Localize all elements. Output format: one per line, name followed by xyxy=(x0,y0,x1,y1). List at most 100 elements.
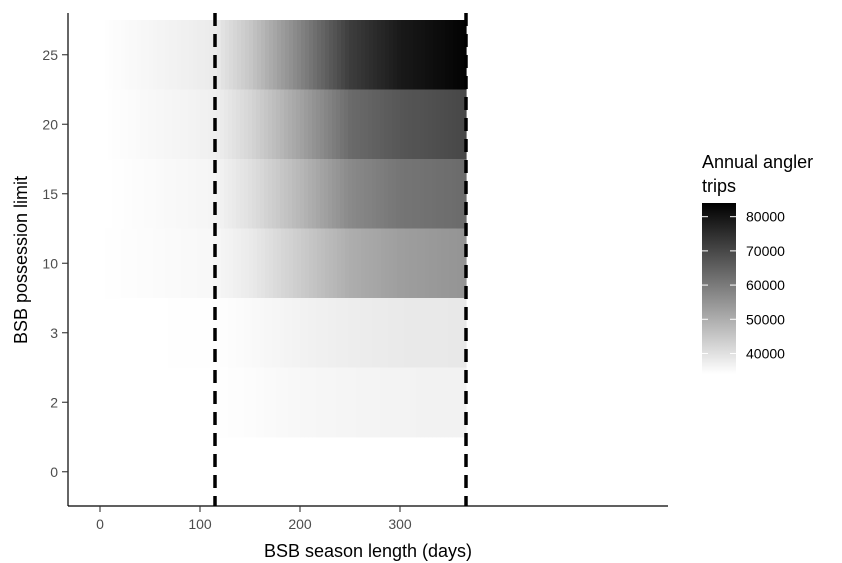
heatmap-tile xyxy=(384,89,389,160)
heatmap-tile xyxy=(268,367,273,438)
heatmap-tile xyxy=(361,20,366,90)
heatmap-tile xyxy=(352,367,357,438)
heatmap-tile xyxy=(461,20,466,90)
heatmap-tile xyxy=(237,20,242,90)
heatmap-tile xyxy=(284,89,289,160)
heatmap-tile xyxy=(364,89,369,160)
heatmap-tile xyxy=(365,20,370,90)
heatmap-tile xyxy=(236,298,241,368)
heatmap-tile xyxy=(244,298,249,368)
heatmap-tile xyxy=(425,228,430,299)
heatmap-tile xyxy=(289,228,294,299)
heatmap-tile xyxy=(208,367,213,438)
heatmap-tile xyxy=(356,159,361,229)
heatmap-tile xyxy=(120,89,125,160)
heatmap-tile xyxy=(264,298,269,368)
heatmap-tile xyxy=(304,367,309,438)
heatmap-tile xyxy=(453,20,458,90)
heatmap-tile xyxy=(105,20,110,90)
heatmap-tile xyxy=(264,89,269,160)
heatmap-tile xyxy=(192,367,197,438)
heatmap-tile xyxy=(452,159,457,229)
heatmap-tile xyxy=(284,298,289,368)
heatmap-tile xyxy=(228,298,233,368)
heatmap-tile xyxy=(249,20,254,90)
heatmap-tile xyxy=(296,159,301,229)
heatmap-tile xyxy=(132,298,137,368)
heatmap-tile xyxy=(456,159,461,229)
heatmap-tile xyxy=(453,228,458,299)
heatmap-tile xyxy=(236,159,241,229)
heatmap-tile xyxy=(232,89,237,160)
heatmap-tile xyxy=(145,20,150,90)
heatmap-tile xyxy=(340,367,345,438)
season-reference-lines xyxy=(213,13,468,506)
heatmap-tile xyxy=(337,20,342,90)
heatmap-tile xyxy=(308,367,313,438)
heatmap-tile xyxy=(269,228,274,299)
heatmap-tile xyxy=(452,367,457,438)
heatmap-tile xyxy=(249,228,254,299)
heatmap-tile xyxy=(396,298,401,368)
heatmap-tile xyxy=(144,159,149,229)
heatmap-tile xyxy=(332,367,337,438)
heatmap-tile xyxy=(124,298,129,368)
heatmap-tile xyxy=(120,298,125,368)
heatmap-tile xyxy=(149,228,154,299)
heatmap-tile xyxy=(288,159,293,229)
heatmap-tile xyxy=(392,298,397,368)
heatmap-tile xyxy=(436,159,441,229)
heatmap-tile xyxy=(320,367,325,438)
y-tick-label: 20 xyxy=(42,116,58,132)
heatmap-tile xyxy=(273,20,278,90)
heatmap-tile xyxy=(268,159,273,229)
heatmap-tile xyxy=(360,159,365,229)
heatmap-tile xyxy=(441,20,446,90)
heatmap-tile xyxy=(300,159,305,229)
heatmap-tile xyxy=(324,298,329,368)
heatmap-tile xyxy=(152,159,157,229)
heatmap-tile xyxy=(256,367,261,438)
heatmap-tile xyxy=(444,89,449,160)
heatmap-tile xyxy=(440,159,445,229)
heatmap-tile xyxy=(265,20,270,90)
heatmap-tile xyxy=(369,20,374,90)
heatmap-tile xyxy=(196,89,201,160)
heatmap-tile xyxy=(432,159,437,229)
heatmap-tile xyxy=(357,20,362,90)
heatmap-tile xyxy=(125,20,130,90)
heatmap-row-20 xyxy=(108,89,467,160)
heatmap-tile xyxy=(121,20,126,90)
heatmap-tile xyxy=(188,367,193,438)
heatmap-tile xyxy=(208,89,213,160)
heatmap-tile xyxy=(224,298,229,368)
heatmap-tile xyxy=(176,89,181,160)
heatmap-tile xyxy=(188,89,193,160)
y-tick-label: 10 xyxy=(42,255,58,271)
heatmap-tile xyxy=(353,228,358,299)
heatmap-tile xyxy=(136,159,141,229)
heatmap-tile xyxy=(313,228,318,299)
heatmap-tile xyxy=(140,298,145,368)
heatmap-tile xyxy=(308,89,313,160)
heatmap-tile xyxy=(141,228,146,299)
heatmap-tile xyxy=(416,367,421,438)
heatmap-tile xyxy=(236,89,241,160)
heatmap-tile xyxy=(148,298,153,368)
heatmap-tile xyxy=(141,20,146,90)
x-tick-label: 100 xyxy=(188,516,212,532)
heatmap-tile xyxy=(245,228,250,299)
heatmap-tile xyxy=(456,298,461,368)
heatmap-tile xyxy=(113,20,118,90)
heatmap-tile xyxy=(201,20,206,90)
heatmap-tile xyxy=(160,159,165,229)
heatmap-tile xyxy=(180,298,185,368)
heatmap-tile xyxy=(240,298,245,368)
heatmap-tile xyxy=(204,159,209,229)
heatmap-tile xyxy=(305,228,310,299)
heatmap-tile xyxy=(393,228,398,299)
x-tick-label: 0 xyxy=(96,516,104,532)
heatmap-tile xyxy=(385,20,390,90)
heatmap-tile xyxy=(381,228,386,299)
heatmap-tile xyxy=(324,89,329,160)
